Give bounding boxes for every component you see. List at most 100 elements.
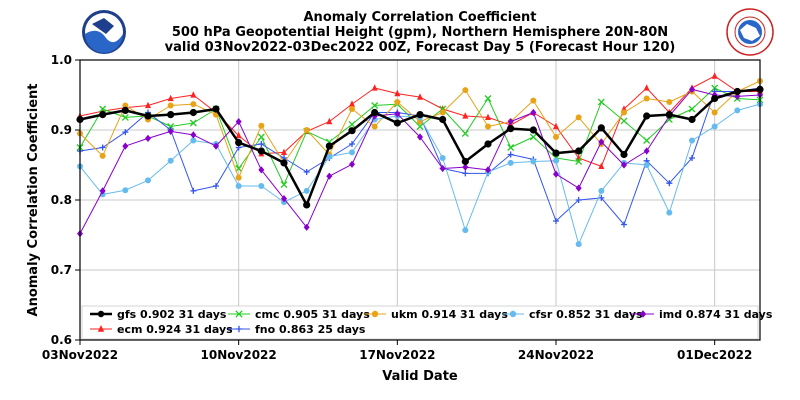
data-point xyxy=(189,119,197,127)
data-point xyxy=(326,153,333,160)
data-point xyxy=(689,155,695,161)
data-point xyxy=(734,107,741,114)
chart-title-line-3: valid 03Nov2022-03Dec2022 00Z, Forecast … xyxy=(165,40,676,55)
series-imd xyxy=(77,85,763,238)
data-point xyxy=(620,150,628,159)
data-point xyxy=(462,112,469,119)
data-point xyxy=(597,124,605,132)
data-point xyxy=(665,111,673,119)
data-point xyxy=(235,165,243,172)
data-point xyxy=(326,117,333,125)
data-point xyxy=(598,187,605,194)
data-point xyxy=(167,127,174,135)
data-point xyxy=(325,142,333,150)
y-tick-label: 0.7 xyxy=(51,263,72,277)
data-point xyxy=(190,101,197,108)
data-point xyxy=(643,95,650,102)
data-point xyxy=(553,218,559,224)
legend-swatch-marker xyxy=(235,310,243,318)
data-point xyxy=(257,147,265,155)
legend-label: fno 0.863 25 days xyxy=(255,323,366,336)
data-point xyxy=(394,89,401,97)
data-point xyxy=(462,170,469,177)
data-point xyxy=(485,123,491,130)
data-point xyxy=(122,129,129,136)
data-point xyxy=(280,159,288,167)
data-point xyxy=(167,102,174,109)
legend-entry-imd: imd 0.874 31 days xyxy=(632,308,773,321)
legend-label: ecm 0.924 31 days xyxy=(117,323,233,336)
legend-entry-cfsr: cfsr 0.852 31 days xyxy=(502,308,643,321)
nws-logo xyxy=(726,8,774,56)
data-point xyxy=(507,159,514,166)
noaa-logo xyxy=(82,10,126,54)
data-point xyxy=(280,181,288,189)
data-point xyxy=(666,180,673,187)
data-point xyxy=(349,106,355,112)
data-point xyxy=(167,157,174,164)
x-axis-label: Valid Date xyxy=(382,369,458,384)
data-point xyxy=(688,105,696,113)
legend-label: cfsr 0.852 31 days xyxy=(529,308,643,321)
chart-title-line-1: Anomaly Correlation Coefficient xyxy=(304,10,537,25)
data-point xyxy=(235,118,242,126)
data-point xyxy=(349,141,355,147)
data-point xyxy=(620,117,628,125)
y-tick-label: 0.6 xyxy=(51,333,72,347)
data-point xyxy=(145,177,151,184)
data-point xyxy=(394,99,401,105)
series-ukm xyxy=(77,78,763,181)
data-point xyxy=(575,114,582,121)
data-point xyxy=(303,201,311,209)
data-point xyxy=(597,98,605,106)
data-point xyxy=(326,172,333,180)
data-point xyxy=(666,209,673,216)
data-point xyxy=(121,113,129,121)
data-point xyxy=(575,147,583,155)
data-point xyxy=(439,155,446,161)
data-point xyxy=(485,166,491,174)
data-point xyxy=(303,223,310,231)
legend-entry-ukm: ukm 0.914 31 days xyxy=(364,308,508,321)
plot-frame xyxy=(75,59,761,345)
data-point xyxy=(213,183,219,189)
y-tick-label: 0.9 xyxy=(51,123,72,137)
data-point xyxy=(122,142,129,150)
x-tick-label: 17Nov2022 xyxy=(359,348,435,362)
data-point xyxy=(235,131,242,139)
data-point xyxy=(507,125,515,133)
data-point xyxy=(189,108,197,117)
data-point xyxy=(235,139,243,147)
legend-swatch-marker xyxy=(371,310,379,318)
data-point xyxy=(145,101,151,109)
data-point xyxy=(144,112,152,120)
data-point xyxy=(461,157,469,166)
y-tick-label: 0.8 xyxy=(51,193,72,207)
data-point xyxy=(552,149,560,157)
data-point xyxy=(303,169,310,175)
data-point xyxy=(190,187,197,194)
data-point xyxy=(643,147,650,155)
data-point xyxy=(145,134,151,142)
data-point xyxy=(461,130,469,137)
data-point xyxy=(621,109,627,116)
data-point xyxy=(462,227,469,234)
data-point xyxy=(711,84,719,92)
data-point xyxy=(122,187,129,194)
data-point xyxy=(575,197,582,203)
data-point xyxy=(575,154,582,161)
data-point xyxy=(371,123,378,130)
data-point xyxy=(213,142,219,150)
data-point xyxy=(507,151,514,158)
data-point xyxy=(417,133,423,141)
data-point xyxy=(643,112,651,120)
data-point xyxy=(258,166,265,174)
y-tick-labels: 0.6 0.7 0.8 0.9 1.0 xyxy=(51,53,72,347)
data-point xyxy=(99,187,106,195)
series-gfs xyxy=(76,85,764,209)
data-point xyxy=(281,148,287,155)
data-point xyxy=(99,111,107,119)
data-point xyxy=(553,122,559,130)
